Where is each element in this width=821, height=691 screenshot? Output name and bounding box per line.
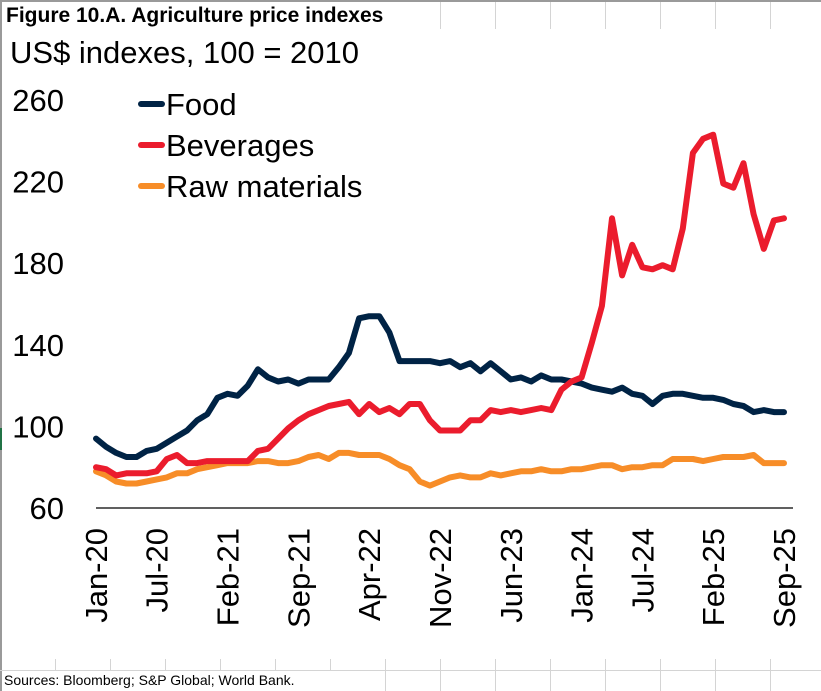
y-tick-label: 220 [12, 165, 64, 200]
gridline [440, 2, 441, 29]
y-tick-label: 180 [12, 246, 64, 281]
gridline [495, 2, 496, 29]
frame-top-border [0, 0, 821, 2]
x-tick-label: Sep-25 [767, 528, 802, 628]
legend-label: Food [166, 87, 237, 122]
gridline [660, 659, 661, 691]
gridline [275, 659, 276, 670]
gridline [550, 2, 551, 29]
gridline [55, 659, 56, 670]
sources-note: Sources: Bloomberg; S&P Global; World Ba… [4, 672, 295, 688]
gridline [770, 659, 771, 691]
gridline [440, 659, 441, 691]
frame-left-border [0, 0, 2, 691]
gridline [110, 659, 111, 670]
gridline [330, 659, 331, 670]
gridline [550, 659, 551, 691]
x-tick-label: Sep-21 [281, 528, 316, 628]
figure-title: Figure 10.A. Agriculture price indexes [6, 4, 384, 27]
series-line-food [93, 313, 787, 460]
gridline [770, 2, 771, 29]
gridline [605, 659, 606, 691]
gridline [220, 659, 221, 670]
gridline [660, 2, 661, 29]
gridline [605, 2, 606, 29]
y-axis: 60 100 140 180 220 260 [12, 83, 64, 526]
gridline [495, 659, 496, 691]
y-tick-label: 140 [12, 328, 64, 363]
x-tick-label: Nov-22 [423, 528, 458, 628]
figure-subtitle: US$ indexes, 100 = 2010 [10, 35, 360, 70]
legend-label: Raw materials [166, 169, 362, 204]
x-tick-label: Feb-25 [696, 528, 731, 626]
x-tick-label: Feb-21 [211, 528, 246, 626]
gridline [165, 659, 166, 670]
y-tick-label: 260 [12, 83, 64, 118]
x-tick-label: Jun-23 [494, 528, 529, 623]
y-tick-label: 100 [12, 409, 64, 444]
cell-selection-marker [0, 428, 2, 450]
legend-label: Beverages [166, 128, 314, 163]
gridline [0, 670, 821, 671]
gridline [385, 659, 386, 691]
x-tick-label: Jul-24 [625, 528, 660, 612]
series-line-raw-materials [93, 449, 787, 489]
legend: Food Beverages Raw materials [138, 87, 362, 204]
gridline [715, 2, 716, 29]
y-tick-label: 60 [30, 491, 64, 526]
x-tick-label: Jan-24 [565, 528, 600, 623]
series-lines [93, 131, 787, 489]
gridline [715, 659, 716, 691]
x-tick-label: Jul-20 [140, 528, 175, 612]
series-line-beverages [93, 131, 787, 479]
x-tick-label: Jan-20 [79, 528, 114, 623]
x-axis: Jan-20 Jul-20 Feb-21 Sep-21 Apr-22 Nov-22 Jun-… [79, 528, 802, 628]
x-tick-label: Apr-22 [352, 528, 387, 621]
